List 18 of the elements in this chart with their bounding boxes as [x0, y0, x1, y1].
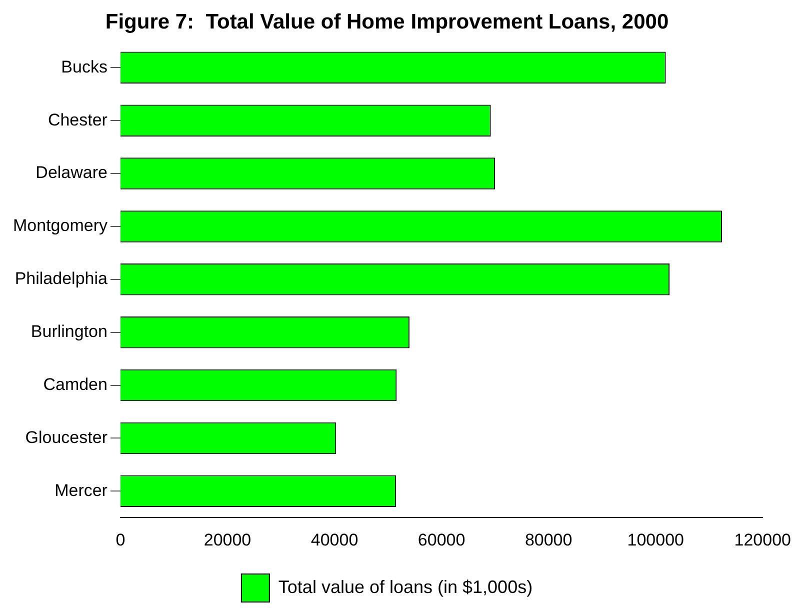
- chart-title: Figure 7: Total Value of Home Improvement Loans, 2000: [105, 10, 669, 34]
- x-tick-label: 120000: [734, 530, 792, 550]
- y-tick-label: Burlington: [30, 322, 108, 342]
- y-tick-label: Delaware: [36, 163, 108, 182]
- y-tick-label: Philadelphia: [14, 269, 108, 288]
- x-tick-label: 20000: [204, 530, 252, 550]
- x-tick-label: 80000: [524, 530, 572, 550]
- x-tick-label: 0: [116, 530, 126, 550]
- y-tick-label: Chester: [48, 110, 108, 130]
- y-tick-label: Camden: [43, 374, 108, 394]
- x-tick-label: 100000: [627, 530, 684, 550]
- x-tick-label: 40000: [310, 530, 358, 550]
- y-tick-label: Mercer: [54, 480, 108, 500]
- x-tick-label: 60000: [418, 530, 466, 550]
- legend-label: Total value of loans (in $1,000s): [278, 576, 533, 597]
- y-tick-label: Montgomery: [12, 216, 108, 236]
- y-tick-label: Gloucester: [25, 428, 108, 447]
- y-tick-label: Bucks: [61, 57, 108, 76]
